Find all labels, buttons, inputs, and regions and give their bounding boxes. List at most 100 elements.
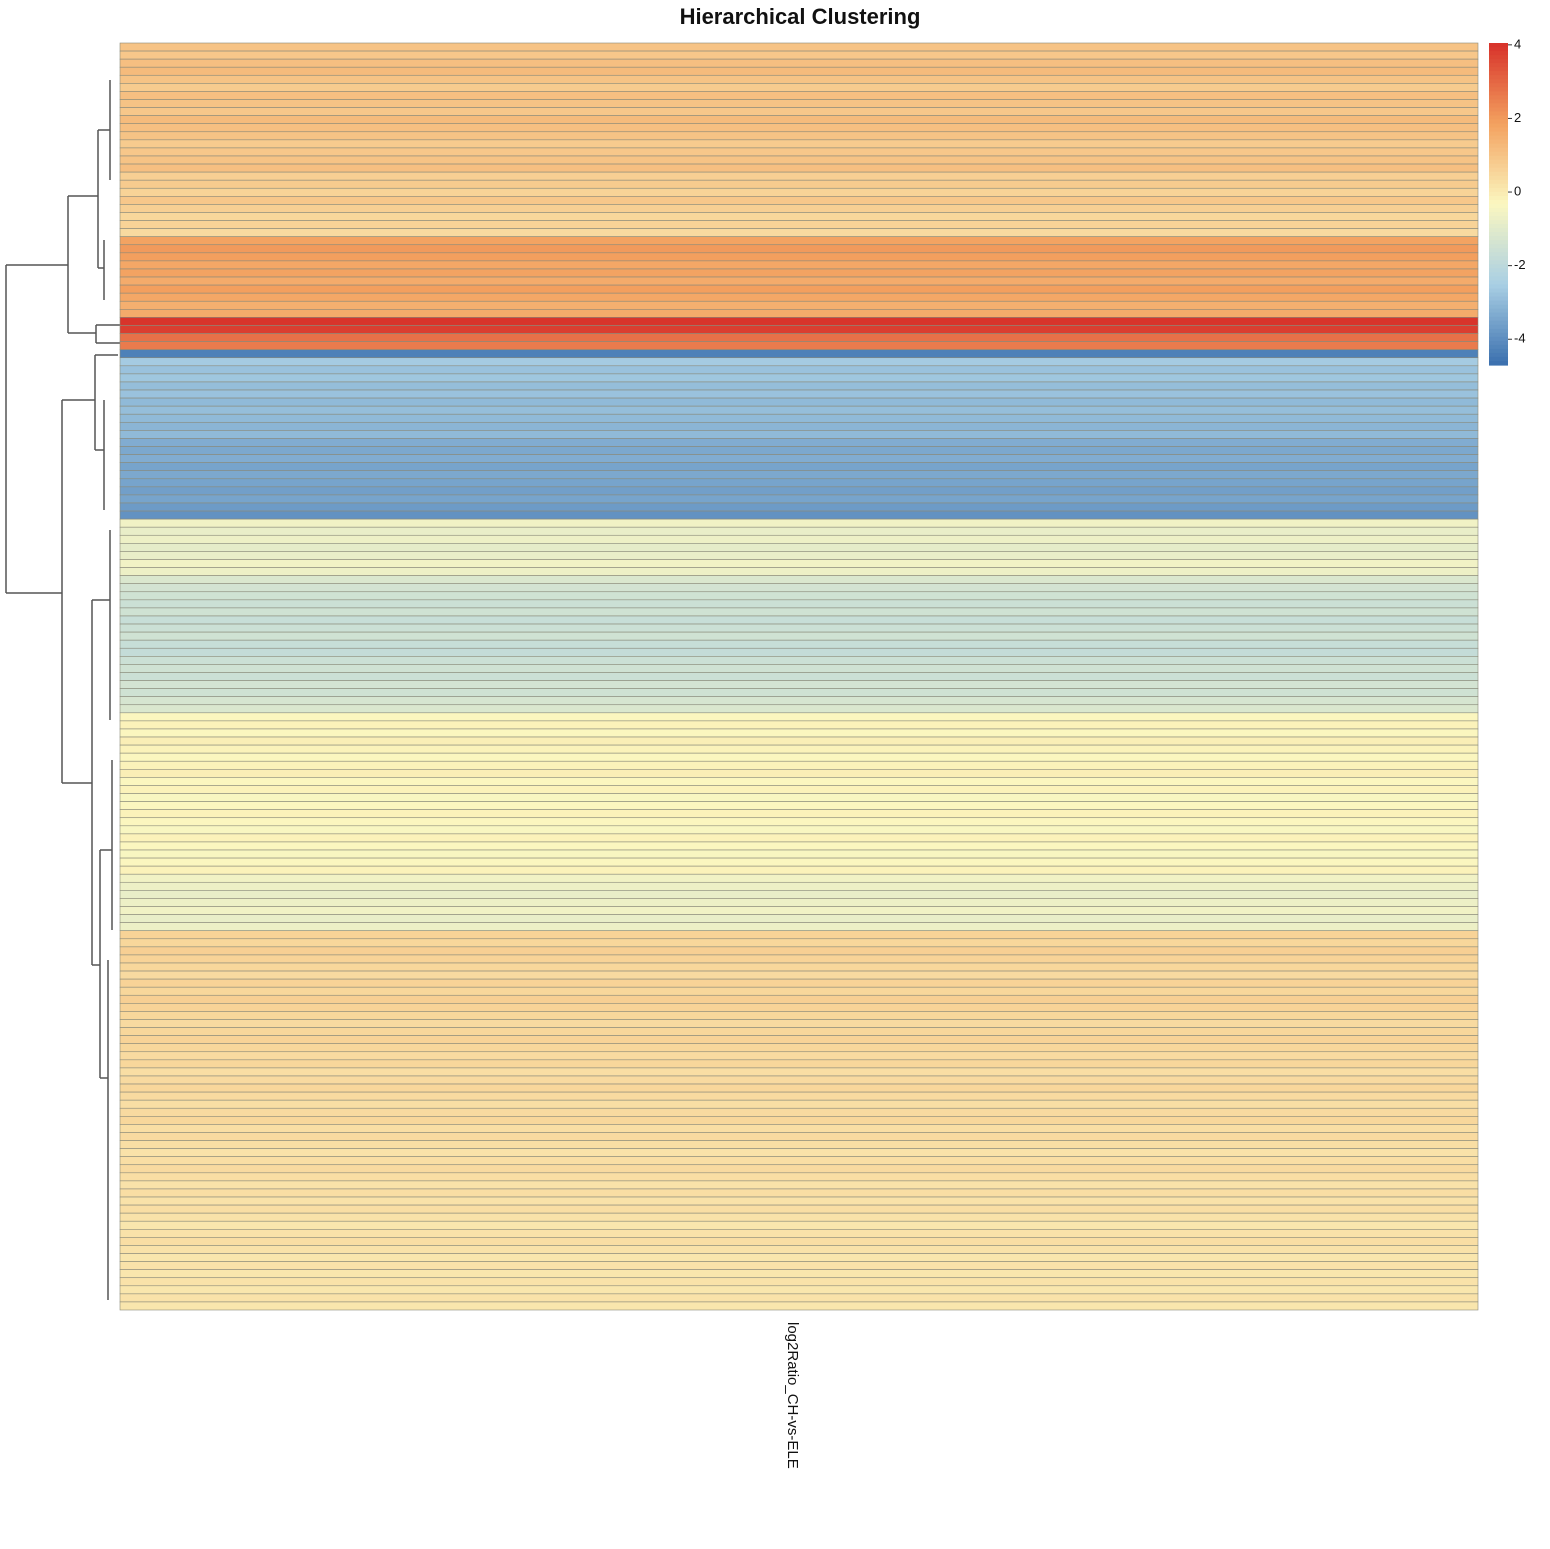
colorbar-segment <box>1489 183 1508 189</box>
colorbar-segment <box>1489 55 1508 60</box>
heatmap-cell <box>119 978 1479 988</box>
heatmap-cell <box>119 994 1479 1004</box>
heatmap-cell <box>119 551 1479 560</box>
heatmap-cell <box>119 518 1479 528</box>
heatmap-cell <box>119 50 1479 60</box>
heatmap-cell <box>119 276 1479 286</box>
colorbar-segment <box>1489 63 1508 68</box>
colorbar-segment <box>1489 236 1508 241</box>
colorbar-segment <box>1489 111 1508 117</box>
heatmap-cell <box>119 825 1479 835</box>
heatmap-cell <box>119 171 1479 181</box>
heatmap-cell <box>119 833 1479 843</box>
heatmap-cell <box>119 647 1479 657</box>
colorbar-segment <box>1489 228 1508 233</box>
heatmap-cell <box>119 1220 1479 1230</box>
heatmap-cell <box>119 179 1479 189</box>
colorbar-segment <box>1489 284 1508 290</box>
colorbar-segment <box>1489 272 1508 278</box>
colorbar-segment <box>1489 43 1508 48</box>
heatmap-cell <box>119 664 1479 673</box>
colorbar-segment <box>1489 320 1508 326</box>
heatmap-cell <box>119 510 1479 520</box>
heatmap-cell <box>119 914 1479 923</box>
heatmap-cell <box>119 623 1479 633</box>
heatmap-cell <box>119 962 1479 972</box>
colorbar-tick-label: -4 <box>1514 331 1526 346</box>
colorbar-segment <box>1489 123 1508 129</box>
heatmap-cell <box>119 462 1479 472</box>
heatmap-cell <box>119 906 1479 915</box>
heatmap-cell <box>119 656 1479 665</box>
heatmap-cell <box>119 220 1479 229</box>
colorbar-segment <box>1489 115 1508 121</box>
colorbar-segment <box>1489 308 1508 314</box>
colorbar-segment <box>1489 340 1508 346</box>
heatmap-cell <box>119 309 1479 318</box>
heatmap-cell <box>119 744 1479 754</box>
heatmap-cell <box>119 421 1479 431</box>
heatmap-cell <box>119 559 1479 568</box>
heatmap-cell <box>119 1140 1479 1149</box>
heatmap-cell <box>119 1083 1479 1093</box>
colorbar-segment <box>1489 127 1508 133</box>
colorbar-tick-label: -2 <box>1514 257 1526 272</box>
heatmap-cell <box>119 58 1479 68</box>
heatmap-cell <box>119 1285 1479 1295</box>
colorbar-tick-label: 2 <box>1514 110 1521 125</box>
colorbar-segment <box>1489 280 1508 286</box>
colorbar-segment <box>1489 316 1508 322</box>
heatmap-cell <box>119 881 1479 891</box>
heatmap-cell <box>119 736 1479 746</box>
heatmap-cell <box>119 268 1479 278</box>
heatmap-cell <box>119 42 1479 52</box>
colorbar-segment <box>1489 252 1508 257</box>
heatmap-cell <box>119 236 1479 246</box>
heatmap-cell <box>119 1212 1479 1222</box>
heatmap-cell <box>119 212 1479 221</box>
heatmap-cell <box>119 1253 1479 1262</box>
colorbar-segment <box>1489 143 1508 149</box>
heatmap-cell <box>119 793 1479 802</box>
colorbar-segment <box>1489 199 1508 205</box>
colorbar-segment <box>1489 304 1508 310</box>
heatmap-cell <box>119 228 1479 237</box>
heatmap-cell <box>119 817 1479 827</box>
heatmap-cell <box>119 115 1479 125</box>
colorbar-segment <box>1489 171 1508 177</box>
heatmap-cell <box>119 599 1479 609</box>
colorbar-segment <box>1489 187 1508 193</box>
heatmap-cell <box>119 680 1479 689</box>
colorbar-segment <box>1489 256 1508 261</box>
colorbar-segment <box>1489 324 1508 330</box>
colorbar-segment <box>1489 216 1508 221</box>
heatmap-cell <box>119 381 1479 391</box>
heatmap-cell <box>119 946 1479 956</box>
heatmap-cell <box>119 1188 1479 1198</box>
colorbar-segment <box>1489 47 1508 52</box>
heatmap-cell <box>119 526 1479 536</box>
heatmap-cell <box>119 1059 1479 1069</box>
heatmap-cell <box>119 494 1479 504</box>
colorbar-segment <box>1489 356 1508 362</box>
chart-title: Hierarchical Clustering <box>680 4 921 29</box>
heatmap-cell <box>119 769 1479 778</box>
heatmap-cell <box>119 1035 1479 1044</box>
heatmap-cell <box>119 857 1479 867</box>
heatmap-cell <box>119 292 1479 302</box>
heatmap-cell <box>119 1245 1479 1254</box>
heatmap-cell <box>119 196 1479 205</box>
heatmap-cell <box>119 155 1479 165</box>
heatmap-cell <box>119 801 1479 810</box>
heatmap-cell <box>119 696 1479 706</box>
colorbar-segment <box>1489 167 1508 173</box>
heatmap-cell <box>119 583 1479 593</box>
colorbar-segment <box>1489 276 1508 282</box>
colorbar-segment <box>1489 99 1508 104</box>
heatmap-cell <box>119 430 1479 439</box>
heatmap-cell <box>119 922 1479 932</box>
colorbar-segment <box>1489 244 1508 249</box>
heatmap-cell <box>119 970 1479 980</box>
heatmap-cell <box>119 373 1479 383</box>
heatmap-cell <box>119 841 1479 851</box>
